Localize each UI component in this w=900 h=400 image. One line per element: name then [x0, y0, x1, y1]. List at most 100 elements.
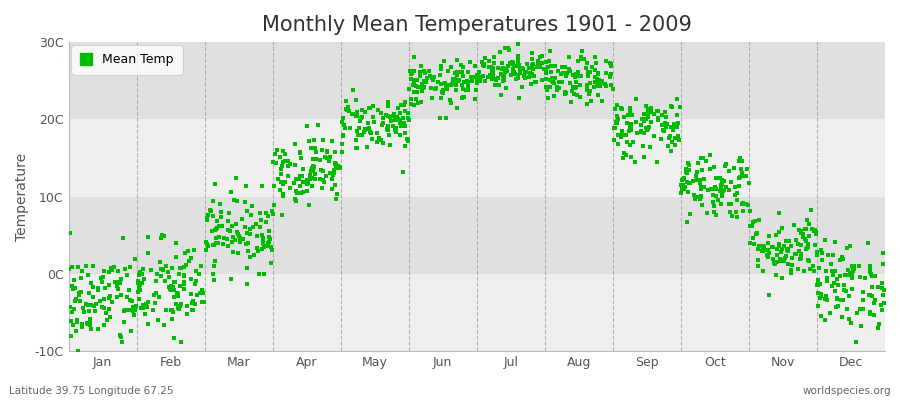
Point — [423, 72, 437, 79]
Point — [588, 79, 602, 86]
Point — [688, 196, 702, 202]
Point — [755, 247, 770, 254]
Point — [122, 307, 137, 313]
Point — [814, 280, 828, 287]
Bar — [68, 119, 885, 197]
Point — [528, 79, 543, 85]
Point — [350, 112, 365, 119]
Point — [511, 59, 526, 65]
Point — [772, 229, 787, 235]
Point — [476, 62, 491, 68]
Point — [864, 271, 878, 277]
Point — [581, 73, 596, 79]
Point — [623, 122, 637, 128]
Point — [139, 301, 153, 307]
Point — [454, 82, 469, 88]
Point — [166, 284, 181, 291]
Point — [687, 192, 701, 198]
Point — [726, 165, 741, 171]
Point — [255, 246, 269, 252]
Point — [393, 132, 408, 138]
Point — [639, 116, 653, 122]
Point — [456, 94, 471, 100]
Point — [775, 275, 789, 281]
Point — [293, 154, 308, 161]
Point — [450, 68, 464, 75]
Point — [680, 179, 695, 186]
Point — [769, 272, 783, 278]
Point — [608, 125, 622, 131]
Point — [674, 182, 688, 188]
Point — [292, 150, 307, 156]
Point — [854, 323, 868, 329]
Point — [292, 176, 306, 182]
Point — [742, 202, 756, 208]
Point — [431, 78, 446, 85]
Point — [808, 231, 823, 238]
Point — [639, 127, 653, 133]
Point — [619, 139, 634, 145]
Point — [780, 246, 795, 253]
Point — [78, 301, 93, 308]
Point — [675, 177, 689, 184]
Point — [273, 187, 287, 194]
Point — [650, 158, 664, 165]
Point — [792, 248, 806, 255]
Point — [275, 148, 290, 154]
Point — [346, 110, 360, 117]
Point — [256, 240, 270, 247]
Point — [644, 105, 658, 111]
Point — [247, 252, 261, 258]
Point — [868, 273, 882, 280]
Point — [407, 68, 421, 74]
Point — [304, 145, 319, 151]
Point — [328, 160, 343, 166]
Point — [438, 115, 453, 121]
Point — [167, 286, 182, 293]
Point — [215, 223, 230, 230]
Point — [134, 305, 148, 311]
Point — [194, 263, 208, 269]
Point — [86, 293, 100, 300]
Point — [439, 84, 454, 90]
Point — [531, 58, 545, 64]
Point — [65, 308, 79, 315]
Point — [694, 186, 708, 192]
Point — [321, 158, 336, 164]
Point — [322, 170, 337, 176]
Point — [80, 272, 94, 278]
Point — [106, 263, 121, 270]
Point — [306, 168, 320, 174]
Point — [187, 280, 202, 287]
Point — [563, 99, 578, 106]
Point — [159, 306, 174, 313]
Point — [796, 230, 810, 237]
Point — [118, 306, 132, 313]
Point — [573, 56, 588, 62]
Point — [742, 208, 757, 214]
Point — [716, 182, 730, 189]
Point — [782, 238, 796, 244]
Point — [650, 108, 664, 114]
Point — [794, 230, 808, 236]
Point — [779, 247, 794, 253]
Point — [814, 256, 829, 263]
Point — [327, 167, 341, 173]
Point — [398, 108, 412, 114]
Point — [845, 272, 859, 279]
Point — [141, 234, 156, 240]
Point — [122, 287, 136, 294]
Point — [740, 166, 754, 172]
Bar — [68, 197, 885, 274]
Point — [300, 177, 314, 183]
Point — [538, 76, 553, 82]
Point — [79, 263, 94, 269]
Point — [536, 60, 550, 67]
Point — [72, 291, 86, 298]
Point — [288, 162, 302, 168]
Point — [765, 256, 779, 262]
Point — [113, 332, 128, 338]
Point — [356, 114, 370, 121]
Point — [400, 110, 415, 116]
Point — [315, 147, 329, 153]
